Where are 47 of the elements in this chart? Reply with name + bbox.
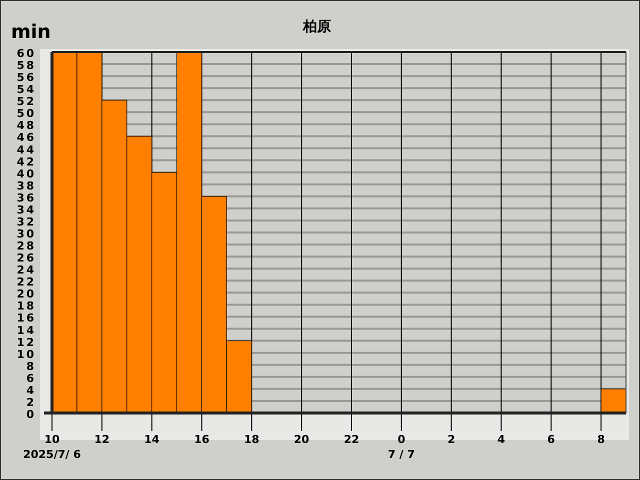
x-tick-label: 18 — [244, 433, 260, 446]
y-tick-label: 12 — [16, 336, 36, 349]
y-tick-label: 42 — [16, 155, 36, 168]
x-tick-label: 12 — [94, 433, 110, 446]
y-tick-label: 30 — [16, 228, 36, 240]
y-tick-label: 20 — [16, 288, 36, 301]
y-tick-label: 2 — [26, 396, 36, 409]
y-tick-label: 40 — [16, 167, 36, 180]
y-tick-label: 28 — [16, 240, 36, 253]
y-tick-label: 4 — [26, 384, 36, 397]
y-tick-label: 14 — [16, 324, 36, 337]
x-tick-label: 4 — [497, 433, 506, 446]
y-tick-label: 58 — [16, 59, 36, 72]
x-tick-label: 0 — [398, 433, 406, 446]
y-tick-label: 26 — [16, 252, 36, 265]
y-tick-label: 16 — [16, 312, 36, 325]
y-tick-label: 52 — [16, 95, 36, 108]
y-tick-label: 56 — [16, 71, 36, 84]
y-tick-label: 50 — [16, 107, 36, 120]
x-tick-label: 16 — [194, 433, 210, 446]
x-tick-label: 14 — [144, 433, 160, 446]
chart-title: 柏原 — [302, 19, 331, 35]
y-tick-label: 22 — [16, 276, 36, 289]
y-tick-label: 0 — [26, 408, 36, 421]
y-tick-label: 6 — [26, 372, 36, 385]
y-tick-label: 48 — [16, 119, 36, 132]
y-tick-label: 38 — [16, 179, 36, 192]
x-tick-label: 6 — [547, 433, 556, 446]
y-tick-label: 44 — [16, 143, 36, 156]
y-tick-label: 36 — [16, 191, 36, 204]
x-tick-label: 8 — [597, 433, 605, 446]
y-axis-title: min — [11, 21, 51, 43]
x-tick-label: 22 — [344, 433, 360, 446]
text: 2025/7/ 6 — [23, 448, 82, 461]
x-tick-label: 2 — [447, 433, 456, 446]
x-tick-label: 20 — [294, 433, 310, 446]
y-tick-label: 10 — [16, 348, 36, 361]
y-tick-label: 32 — [16, 215, 36, 228]
y-tick-label: 34 — [16, 203, 36, 216]
text: 7 / 7 — [388, 448, 415, 461]
y-tick-label: 24 — [16, 264, 36, 277]
y-tick-label: 54 — [16, 83, 36, 96]
y-tick-label: 46 — [16, 131, 36, 144]
y-tick-label: 60 — [16, 47, 36, 60]
y-tick-label: 18 — [16, 300, 36, 313]
x-tick-label: 10 — [44, 433, 60, 446]
y-tick-label: 8 — [26, 360, 36, 373]
